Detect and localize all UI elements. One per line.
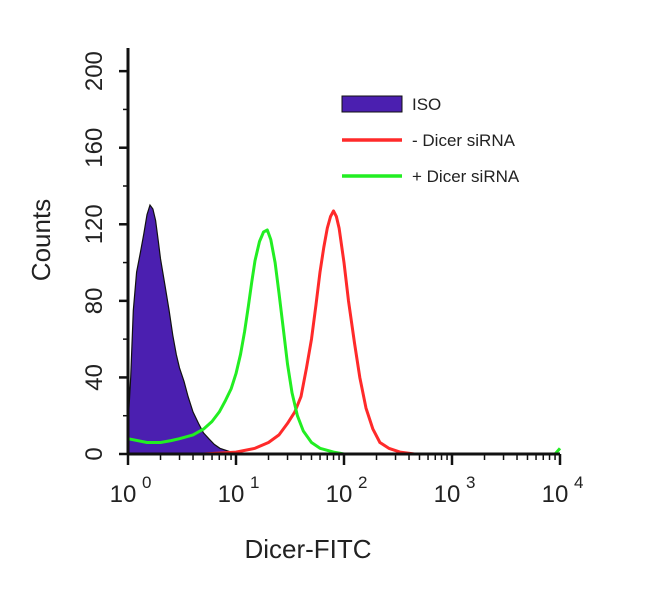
series-2-line — [127, 228, 562, 456]
legend-swatch-0 — [341, 95, 403, 113]
y-tick-label-0: 0 — [81, 447, 108, 460]
y-axis-title: Counts — [26, 199, 56, 281]
x-tick-label-exp-0: 0 — [142, 473, 151, 492]
series-0-area — [127, 203, 245, 455]
x-axis-title: Dicer-FITC — [244, 534, 371, 564]
x-tick-label-exp-4: 4 — [574, 473, 583, 492]
x-tick-label-exp-3: 3 — [466, 473, 475, 492]
x-tick-label-base-3: 10 — [434, 481, 461, 508]
legend: ISO - Dicer siRNA + Dicer siRNA — [341, 95, 520, 186]
x-tick-label-exp-2: 2 — [358, 473, 367, 492]
axes: 0 40 80 120 160 200 10 0 10 1 10 2 10 3 10 4 — [81, 48, 583, 508]
y-tick-label-5: 200 — [81, 51, 108, 91]
x-tick-label-base-0: 10 — [110, 481, 137, 508]
x-tick-label-base-2: 10 — [326, 481, 353, 508]
x-tick-label-base-4: 10 — [542, 481, 569, 508]
y-tick-label-2: 80 — [81, 288, 108, 315]
legend-label-0: ISO — [412, 95, 441, 114]
x-tick-label-base-1: 10 — [218, 481, 245, 508]
plot-area — [127, 203, 562, 456]
legend-label-1: - Dicer siRNA — [412, 131, 516, 150]
legend-label-2: + Dicer siRNA — [412, 167, 520, 186]
y-tick-label-4: 160 — [81, 128, 108, 168]
y-tick-label-1: 40 — [81, 364, 108, 391]
series-1-line — [128, 209, 560, 456]
y-tick-label-3: 120 — [81, 204, 108, 244]
x-tick-label-exp-1: 1 — [250, 473, 259, 492]
